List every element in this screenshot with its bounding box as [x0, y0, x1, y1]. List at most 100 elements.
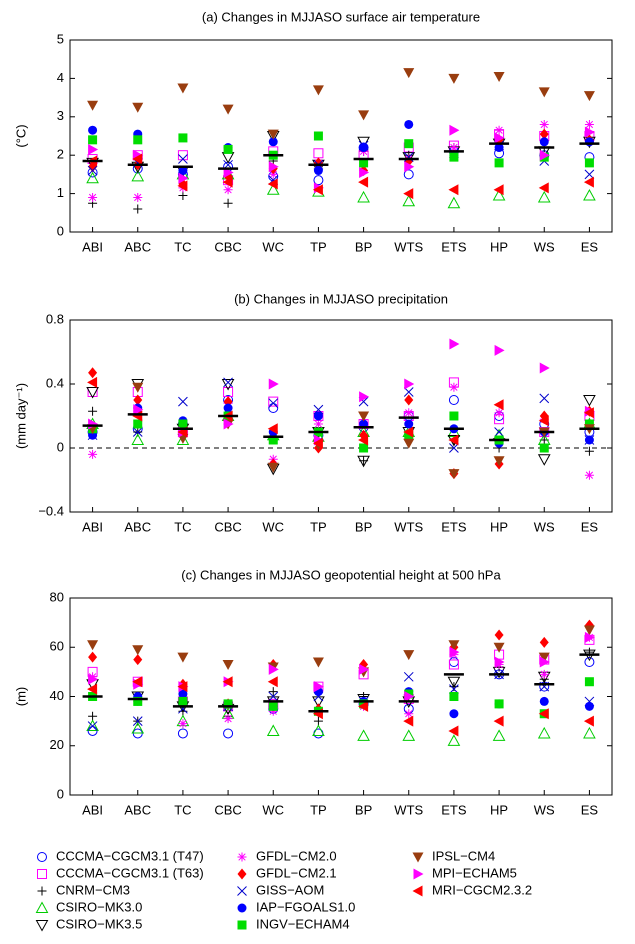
data-point [132, 153, 143, 165]
data-point [86, 387, 99, 399]
x-tick-label: CBC [214, 239, 241, 254]
data-point [539, 443, 549, 453]
data-point [266, 724, 280, 736]
data-point [358, 700, 369, 712]
data-point [493, 71, 505, 82]
legend-label: CSIRO−MK3.0 [56, 899, 142, 914]
data-point [88, 367, 98, 379]
data-point [584, 419, 594, 429]
data-point [132, 102, 144, 113]
data-point [313, 166, 323, 176]
legend-label: GFDL−CM2.0 [256, 848, 337, 863]
data-point [447, 196, 461, 209]
y-tick-label: 60 [50, 639, 64, 654]
legend-label: CCCMA−CGCM3.1 (T63) [56, 865, 204, 880]
legend-marker [37, 869, 47, 879]
data-point [359, 143, 369, 153]
data-point [538, 652, 550, 663]
x-tick-label: BP [355, 239, 372, 254]
data-point [268, 435, 278, 445]
y-tick-label: 2 [57, 147, 64, 162]
data-point [493, 642, 505, 653]
legend-marker [35, 920, 49, 932]
data-point [539, 137, 549, 147]
x-tick-label: TC [174, 519, 191, 534]
data-point [583, 91, 595, 102]
data-point [357, 190, 370, 203]
y-tick-label: 40 [50, 688, 64, 703]
data-point [222, 676, 233, 688]
legend-label: MRI−CGCM2.3.2 [432, 882, 532, 897]
data-point [88, 135, 98, 145]
data-point [583, 726, 596, 739]
data-point [267, 676, 278, 688]
data-point [584, 701, 594, 711]
data-point [312, 184, 323, 196]
data-point [402, 152, 416, 164]
data-point [404, 394, 414, 406]
x-tick-label: WS [534, 802, 555, 817]
data-point [268, 396, 279, 407]
data-point [313, 148, 324, 159]
data-point [447, 734, 461, 746]
data-point [539, 119, 549, 129]
data-point [267, 423, 278, 435]
legend-marker [37, 852, 47, 862]
data-point [583, 407, 594, 419]
legend-marker [35, 901, 49, 913]
x-tick-label: TP [310, 519, 327, 534]
data-point [358, 411, 370, 422]
data-point [402, 194, 416, 207]
data-point [223, 144, 233, 154]
data-point [359, 663, 370, 675]
data-point [492, 729, 506, 741]
data-point [87, 100, 99, 111]
x-tick-label: WTS [394, 239, 423, 254]
x-tick-label: HP [490, 519, 508, 534]
legend-label: INGV−ECHAM4 [256, 916, 350, 931]
data-point [131, 169, 145, 182]
x-tick-label: WTS [394, 519, 423, 534]
data-point [268, 137, 278, 147]
data-point [312, 85, 324, 96]
x-tick-label: ES [581, 519, 599, 534]
data-point [131, 721, 145, 734]
data-point [177, 652, 189, 663]
data-point [132, 676, 143, 688]
data-point [449, 411, 459, 421]
x-tick-label: TP [310, 239, 327, 254]
plot-frame [69, 39, 613, 233]
data-point [449, 443, 459, 453]
data-point [449, 646, 460, 658]
data-point [177, 728, 188, 739]
legend-label: IPSL−CM4 [432, 848, 495, 863]
data-point [133, 696, 143, 706]
data-point [268, 687, 278, 697]
data-point [313, 716, 323, 726]
y-tick-label: 20 [50, 737, 64, 752]
x-tick-label: TP [310, 802, 327, 817]
x-tick-label: WS [534, 519, 555, 534]
data-point [357, 729, 370, 741]
data-point [133, 135, 143, 145]
data-point [222, 104, 234, 115]
data-point [313, 411, 323, 421]
data-point [312, 724, 325, 736]
data-point [539, 636, 549, 648]
data-point [359, 443, 369, 453]
data-point [268, 701, 278, 711]
y-tick-label: 0.8 [46, 311, 64, 326]
data-point [86, 719, 99, 732]
data-point [176, 433, 190, 445]
x-tick-label: ABC [124, 519, 151, 534]
data-point [448, 725, 459, 737]
panel-title: (a) Changes in MJJASO surface air temper… [202, 9, 480, 24]
x-tick-label: WC [262, 802, 284, 817]
data-point [133, 204, 143, 214]
data-point [178, 696, 188, 706]
data-point [87, 165, 98, 176]
data-point [132, 645, 144, 656]
x-tick-label: CBC [214, 519, 241, 534]
data-point [88, 651, 98, 663]
data-point [359, 158, 369, 168]
